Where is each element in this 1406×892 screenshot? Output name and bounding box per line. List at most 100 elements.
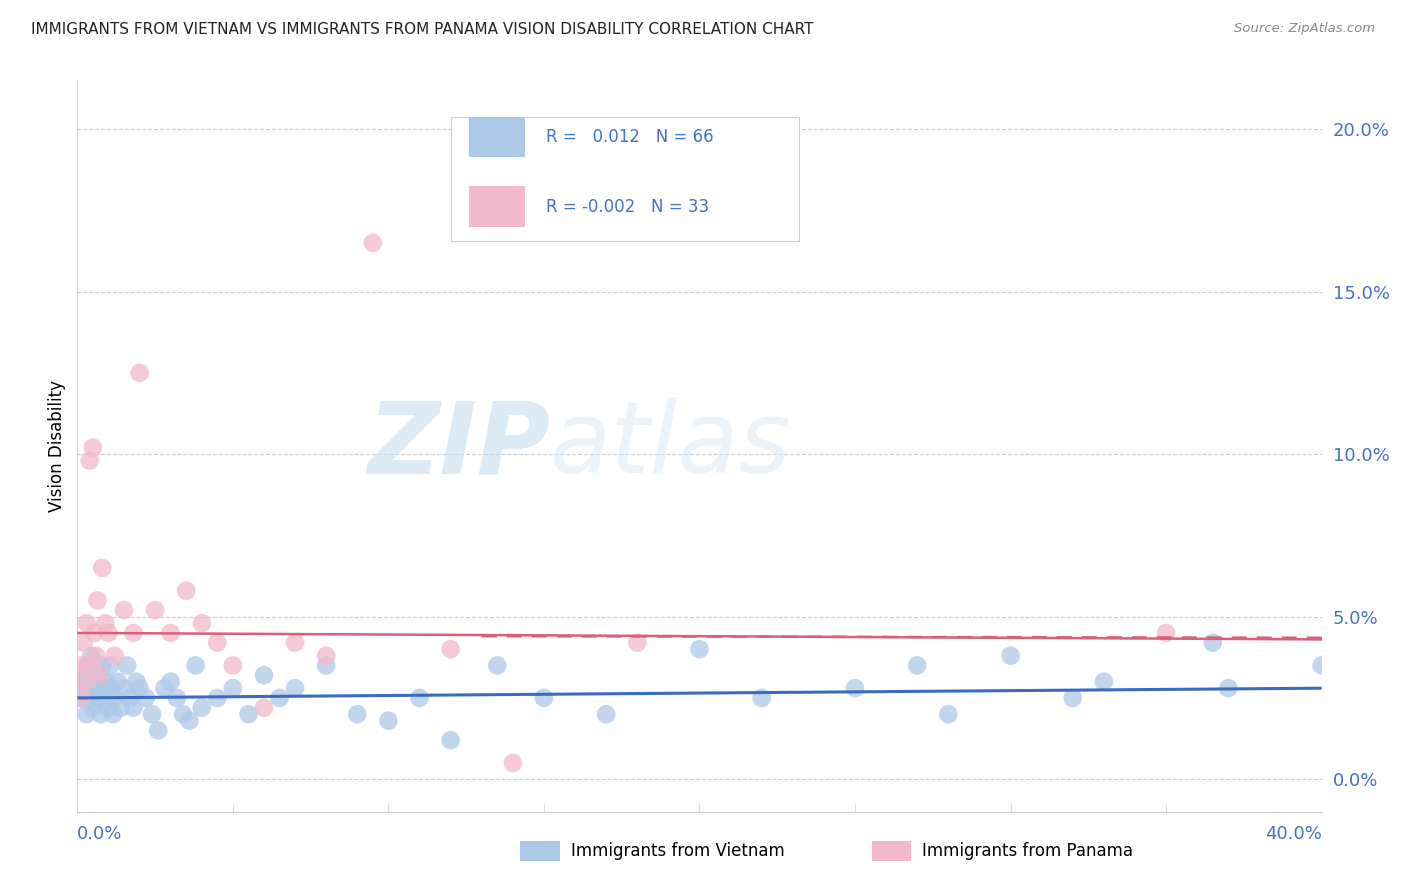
Point	[97, 626, 120, 640]
Text: Immigrants from Vietnam: Immigrants from Vietnam	[571, 842, 785, 860]
Point	[72, 681, 94, 696]
Text: 0.0%: 0.0%	[77, 825, 122, 843]
Point	[83, 626, 105, 640]
Point	[207, 690, 229, 705]
Text: IMMIGRANTS FROM VIETNAM VS IMMIGRANTS FROM PANAMA VISION DISABILITY CORRELATION : IMMIGRANTS FROM VIETNAM VS IMMIGRANTS FR…	[31, 22, 814, 37]
Text: Immigrants from Panama: Immigrants from Panama	[922, 842, 1133, 860]
Text: Source: ZipAtlas.com: Source: ZipAtlas.com	[1234, 22, 1375, 36]
Point	[84, 681, 107, 696]
Point	[122, 700, 145, 714]
Point	[207, 635, 229, 649]
Point	[112, 681, 135, 696]
Point	[153, 681, 176, 696]
Point	[1092, 674, 1115, 689]
Point	[76, 616, 98, 631]
Point	[87, 668, 110, 682]
Point	[315, 648, 337, 663]
Point	[96, 674, 118, 689]
Point	[70, 674, 93, 689]
Point	[486, 658, 509, 673]
Point	[377, 714, 399, 728]
Point	[94, 681, 117, 696]
Point	[125, 674, 148, 689]
Point	[159, 626, 181, 640]
Point	[222, 658, 245, 673]
Point	[80, 648, 103, 663]
Point	[120, 690, 142, 705]
Point	[626, 635, 648, 649]
Point	[97, 700, 120, 714]
Point	[284, 681, 307, 696]
Point	[1062, 690, 1084, 705]
Point	[184, 658, 207, 673]
Point	[83, 674, 105, 689]
Point	[86, 690, 108, 705]
Y-axis label: Vision Disability: Vision Disability	[48, 380, 66, 512]
Point	[253, 700, 276, 714]
Point	[104, 690, 127, 705]
Point	[82, 441, 104, 455]
Point	[1000, 648, 1022, 663]
Point	[269, 690, 291, 705]
Text: ZIP: ZIP	[367, 398, 550, 494]
Point	[1218, 681, 1240, 696]
Point	[91, 658, 114, 673]
Text: atlas: atlas	[550, 398, 792, 494]
Point	[75, 674, 97, 689]
Point	[222, 681, 245, 696]
Point	[90, 707, 112, 722]
Point	[107, 674, 129, 689]
Point	[141, 707, 163, 722]
Point	[135, 690, 157, 705]
Text: R =   0.012   N = 66: R = 0.012 N = 66	[547, 128, 714, 146]
Point	[101, 707, 124, 722]
Point	[408, 690, 430, 705]
Point	[91, 561, 114, 575]
Point	[238, 707, 260, 722]
Point	[112, 603, 135, 617]
Point	[315, 658, 337, 673]
Point	[77, 658, 100, 673]
Point	[179, 714, 201, 728]
Point	[346, 707, 368, 722]
Point	[440, 642, 463, 657]
Point	[94, 616, 117, 631]
Point	[70, 690, 93, 705]
Point	[143, 603, 166, 617]
Point	[502, 756, 524, 770]
Point	[86, 593, 108, 607]
Point	[110, 700, 132, 714]
Point	[82, 700, 104, 714]
Point	[77, 658, 100, 673]
Point	[100, 681, 122, 696]
Point	[938, 707, 960, 722]
Point	[159, 674, 181, 689]
Point	[79, 690, 101, 705]
Point	[284, 635, 307, 649]
Point	[533, 690, 555, 705]
Bar	[470, 186, 526, 227]
Point	[128, 681, 150, 696]
Point	[844, 681, 866, 696]
Point	[122, 626, 145, 640]
Point	[751, 690, 773, 705]
Point	[128, 366, 150, 380]
Point	[104, 648, 127, 663]
Point	[905, 658, 928, 673]
Point	[174, 583, 197, 598]
Point	[595, 707, 617, 722]
Point	[115, 658, 138, 673]
Point	[253, 668, 276, 682]
Point	[69, 658, 91, 673]
Point	[166, 690, 188, 705]
Point	[172, 707, 194, 722]
Point	[93, 690, 115, 705]
Text: 40.0%: 40.0%	[1265, 825, 1322, 843]
Point	[76, 707, 98, 722]
Point	[1310, 658, 1333, 673]
Point	[75, 668, 97, 682]
FancyBboxPatch shape	[451, 117, 799, 241]
Point	[191, 616, 214, 631]
Point	[1202, 635, 1225, 649]
Point	[84, 648, 107, 663]
